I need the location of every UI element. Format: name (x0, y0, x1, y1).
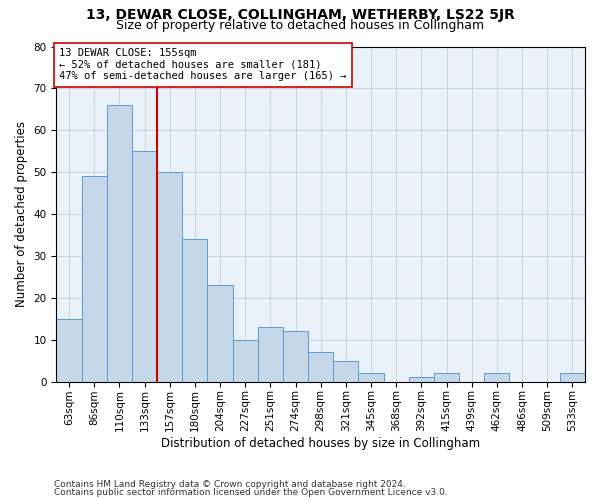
Bar (82, 176, 107, 382)
Bar (434, 374, 459, 382)
Bar (358, 374, 383, 382)
Y-axis label: Number of detached properties: Number of detached properties (15, 121, 28, 307)
Bar (333, 360, 358, 382)
Text: Size of property relative to detached houses in Collingham: Size of property relative to detached ho… (116, 18, 484, 32)
Text: 13, DEWAR CLOSE, COLLINGHAM, WETHERBY, LS22 5JR: 13, DEWAR CLOSE, COLLINGHAM, WETHERBY, L… (86, 8, 514, 22)
X-axis label: Distribution of detached houses by size in Collingham: Distribution of detached houses by size … (161, 437, 480, 450)
Text: Contains HM Land Registry data © Crown copyright and database right 2024.: Contains HM Land Registry data © Crown c… (54, 480, 406, 489)
Bar (56, 319, 82, 382)
Bar (157, 172, 182, 382)
Bar (484, 374, 509, 382)
Bar (182, 239, 208, 382)
Text: 13 DEWAR CLOSE: 155sqm
← 52% of detached houses are smaller (181)
47% of semi-de: 13 DEWAR CLOSE: 155sqm ← 52% of detached… (59, 48, 347, 82)
Bar (409, 378, 434, 382)
Bar (233, 340, 258, 382)
Bar (107, 105, 132, 382)
Bar (560, 374, 585, 382)
Bar (208, 286, 233, 382)
Bar (258, 327, 283, 382)
Text: Contains public sector information licensed under the Open Government Licence v3: Contains public sector information licen… (54, 488, 448, 497)
Bar (308, 352, 333, 382)
Bar (283, 332, 308, 382)
Bar (132, 151, 157, 382)
